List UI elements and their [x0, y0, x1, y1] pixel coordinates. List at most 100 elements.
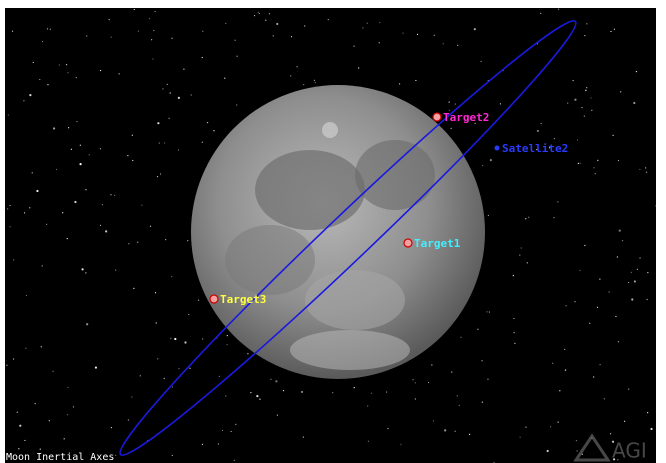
star — [586, 23, 587, 24]
star — [554, 138, 555, 139]
star — [95, 366, 97, 368]
star — [557, 201, 558, 202]
star — [67, 72, 68, 73]
star — [574, 99, 576, 101]
star — [303, 437, 304, 438]
star — [578, 163, 579, 164]
star — [332, 392, 333, 393]
star — [80, 145, 81, 146]
star — [156, 322, 157, 323]
star — [362, 27, 363, 28]
star — [157, 358, 158, 359]
star — [449, 101, 450, 102]
star — [567, 103, 568, 104]
star — [256, 395, 258, 397]
star — [290, 75, 291, 76]
star — [527, 262, 528, 263]
star — [367, 405, 368, 406]
star — [597, 160, 598, 161]
star — [547, 450, 549, 452]
star — [304, 25, 305, 26]
star — [402, 33, 403, 34]
star — [149, 18, 150, 19]
star — [415, 382, 416, 383]
star — [581, 107, 582, 108]
star — [56, 169, 57, 170]
star — [460, 337, 461, 338]
star — [168, 118, 169, 119]
star — [86, 323, 88, 325]
star — [178, 368, 179, 369]
star — [482, 165, 483, 166]
star — [301, 391, 303, 393]
star — [134, 9, 135, 10]
star — [368, 441, 369, 442]
star — [379, 42, 380, 43]
star — [354, 387, 355, 388]
star — [9, 205, 10, 206]
star — [639, 169, 640, 170]
star — [597, 307, 598, 308]
star — [18, 448, 19, 449]
star — [537, 130, 539, 132]
star — [521, 247, 522, 248]
star — [224, 78, 225, 79]
star — [19, 425, 21, 427]
target-label: Target2 — [443, 111, 489, 124]
star — [138, 31, 139, 32]
star — [29, 94, 31, 96]
star — [314, 80, 315, 81]
star — [514, 343, 515, 344]
star — [151, 39, 152, 40]
star — [172, 455, 173, 456]
star — [636, 71, 637, 72]
star — [610, 31, 611, 32]
star — [558, 422, 559, 423]
star — [399, 83, 400, 84]
star — [140, 375, 141, 376]
star — [225, 23, 226, 24]
star — [66, 64, 67, 65]
star — [236, 104, 237, 105]
star — [550, 426, 551, 427]
star — [49, 420, 50, 421]
star — [412, 379, 413, 380]
star — [387, 428, 388, 429]
star — [481, 360, 482, 361]
star — [259, 399, 260, 400]
star — [585, 89, 586, 90]
star — [79, 163, 81, 165]
star — [162, 88, 163, 89]
star — [159, 142, 160, 143]
star — [604, 398, 605, 399]
star — [576, 440, 577, 441]
star — [247, 353, 248, 354]
star — [371, 393, 372, 394]
star — [231, 431, 232, 432]
star — [574, 301, 575, 302]
star — [291, 36, 292, 37]
star — [36, 190, 38, 192]
star — [353, 46, 354, 47]
star — [41, 346, 42, 347]
logo-text: AGI — [612, 439, 647, 463]
star — [444, 429, 446, 431]
star — [459, 405, 460, 406]
star — [73, 406, 74, 407]
star — [639, 257, 640, 258]
star — [276, 23, 278, 25]
star — [564, 349, 565, 350]
star — [451, 128, 452, 129]
star — [443, 43, 444, 44]
star — [202, 31, 203, 32]
star — [379, 22, 380, 23]
star — [433, 420, 434, 421]
star — [528, 217, 529, 218]
star — [553, 217, 554, 218]
star — [171, 38, 172, 39]
star — [102, 204, 103, 205]
star — [33, 62, 34, 63]
star — [100, 225, 101, 226]
star — [165, 239, 166, 240]
star — [633, 102, 635, 104]
